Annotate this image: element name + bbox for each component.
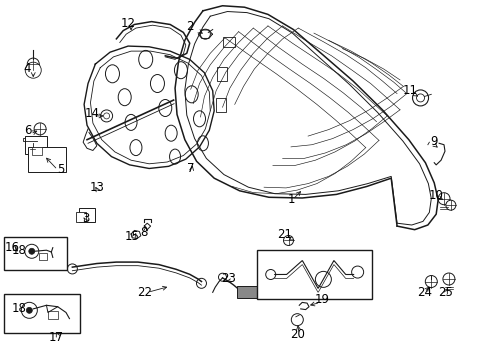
Circle shape bbox=[101, 110, 112, 122]
Circle shape bbox=[27, 58, 39, 70]
Circle shape bbox=[218, 273, 226, 281]
Bar bbox=[4, 237, 66, 270]
Bar bbox=[223, 37, 234, 48]
Circle shape bbox=[25, 244, 39, 258]
Text: 7: 7 bbox=[186, 162, 194, 175]
Circle shape bbox=[25, 62, 41, 78]
Ellipse shape bbox=[118, 89, 131, 106]
Bar bbox=[4, 294, 80, 333]
Text: 24: 24 bbox=[416, 286, 431, 299]
Text: 20: 20 bbox=[289, 328, 304, 341]
Circle shape bbox=[445, 200, 455, 210]
Circle shape bbox=[442, 273, 454, 285]
Ellipse shape bbox=[130, 140, 142, 156]
Ellipse shape bbox=[185, 86, 198, 103]
Text: 23: 23 bbox=[221, 273, 236, 285]
Bar bbox=[216, 98, 225, 112]
Text: 6: 6 bbox=[24, 124, 32, 137]
Bar bbox=[217, 67, 227, 81]
Text: 13: 13 bbox=[89, 181, 104, 194]
Circle shape bbox=[265, 270, 275, 279]
Circle shape bbox=[291, 314, 303, 326]
Circle shape bbox=[103, 113, 109, 119]
Text: 14: 14 bbox=[84, 107, 99, 120]
Ellipse shape bbox=[174, 62, 187, 79]
Text: 18: 18 bbox=[12, 302, 27, 315]
Circle shape bbox=[283, 235, 293, 246]
Text: 4: 4 bbox=[23, 62, 31, 75]
Bar bbox=[79, 208, 95, 222]
Circle shape bbox=[21, 302, 37, 318]
Circle shape bbox=[425, 275, 436, 288]
Text: 17: 17 bbox=[49, 331, 63, 344]
Ellipse shape bbox=[125, 114, 137, 130]
Circle shape bbox=[29, 248, 35, 254]
Text: 5: 5 bbox=[57, 163, 65, 176]
Bar bbox=[32, 147, 41, 155]
Ellipse shape bbox=[150, 75, 164, 93]
Text: 3: 3 bbox=[81, 212, 89, 225]
Ellipse shape bbox=[169, 149, 180, 164]
Text: 15: 15 bbox=[124, 230, 139, 243]
Ellipse shape bbox=[139, 50, 152, 68]
Text: 9: 9 bbox=[429, 135, 437, 148]
Text: 21: 21 bbox=[277, 228, 291, 241]
Circle shape bbox=[351, 266, 363, 278]
Circle shape bbox=[416, 94, 424, 102]
Text: 18: 18 bbox=[12, 244, 27, 257]
Ellipse shape bbox=[165, 125, 177, 141]
Circle shape bbox=[196, 278, 206, 288]
Circle shape bbox=[315, 271, 331, 287]
Ellipse shape bbox=[197, 136, 208, 151]
Text: 25: 25 bbox=[438, 286, 452, 299]
Bar bbox=[76, 212, 85, 222]
Text: 8: 8 bbox=[140, 226, 148, 239]
Bar bbox=[237, 286, 257, 298]
Ellipse shape bbox=[105, 65, 119, 83]
Circle shape bbox=[437, 193, 449, 205]
Text: 10: 10 bbox=[428, 189, 443, 202]
Bar bbox=[25, 136, 47, 154]
Bar bbox=[48, 311, 58, 319]
Text: 19: 19 bbox=[314, 293, 328, 306]
Text: 1: 1 bbox=[286, 193, 294, 206]
Ellipse shape bbox=[159, 99, 171, 117]
Ellipse shape bbox=[193, 111, 205, 127]
Text: 11: 11 bbox=[402, 84, 416, 97]
Circle shape bbox=[34, 123, 46, 135]
Text: 16: 16 bbox=[5, 241, 20, 254]
Circle shape bbox=[26, 307, 32, 313]
Circle shape bbox=[67, 264, 77, 274]
Bar bbox=[256, 250, 371, 299]
Bar bbox=[28, 147, 66, 172]
Text: 22: 22 bbox=[137, 286, 151, 299]
Bar bbox=[39, 253, 47, 260]
Circle shape bbox=[412, 90, 427, 106]
Text: 12: 12 bbox=[121, 17, 135, 30]
Text: 2: 2 bbox=[185, 21, 193, 33]
Circle shape bbox=[200, 29, 210, 39]
